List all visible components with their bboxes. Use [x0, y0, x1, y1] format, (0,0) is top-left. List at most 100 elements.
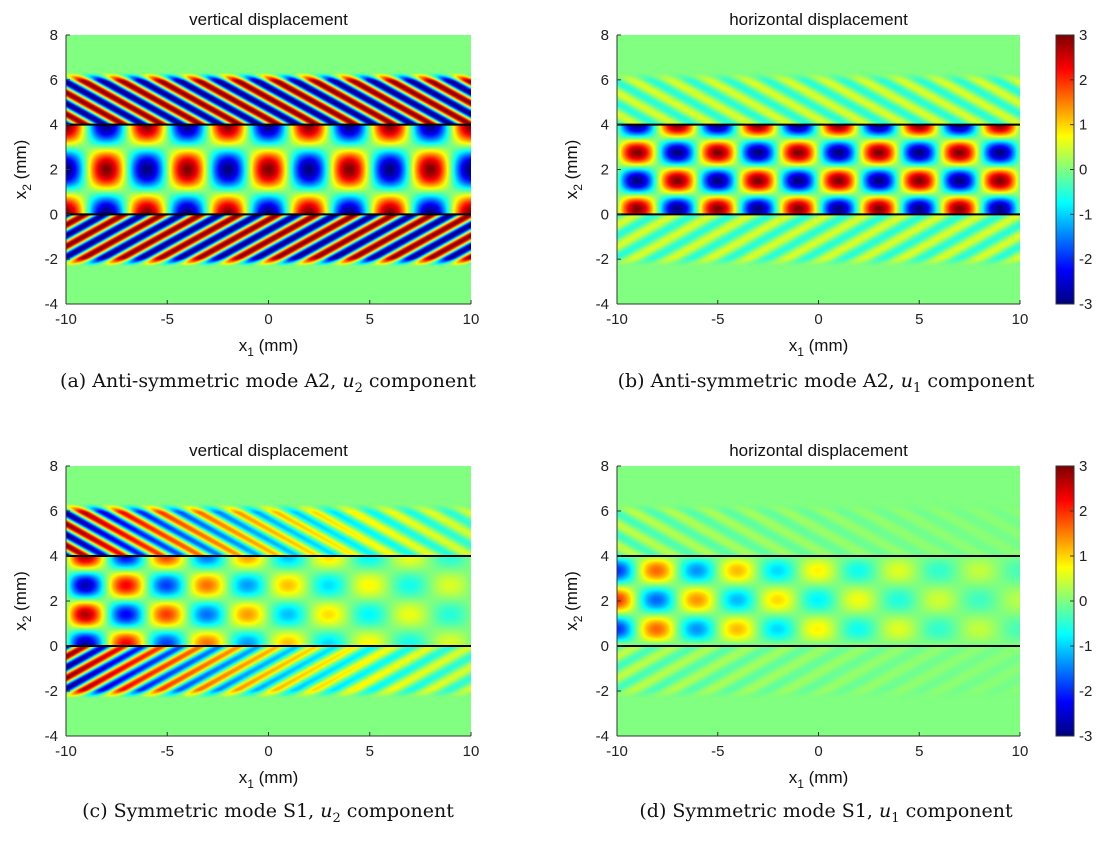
y-axis-label-c: x2 (mm) [11, 571, 34, 631]
y-tick-label-c-1: -2 [45, 683, 58, 700]
x-axis-label-a: x1 (mm) [239, 336, 299, 359]
caption-sub-c: 2 [332, 810, 341, 826]
y-tick-label-b-4: 4 [601, 117, 609, 134]
y-tick-label-d-1: -2 [596, 683, 609, 700]
caption-c: (c) Symmetric mode S1, u2 component [82, 800, 454, 826]
colorbar-tick-label-d-6: 3 [1079, 458, 1087, 475]
colorbar-tick-label-b-1: -2 [1079, 251, 1092, 268]
caption-var-b: u [900, 370, 914, 392]
title-b: horizontal displacement [729, 10, 908, 29]
y-tick-label-c-2: 0 [50, 638, 58, 655]
x-axis-label-c-unit: (mm) [254, 768, 298, 787]
y-axis-label-a-subscript: 2 [20, 184, 34, 191]
y-tick-label-c-4: 4 [50, 548, 58, 565]
caption-sub-a: 2 [354, 380, 363, 396]
x-tick-label-b-2: 0 [814, 311, 822, 328]
y-tick-label-b-2: 0 [601, 206, 609, 223]
title-a: vertical displacement [189, 10, 348, 29]
y-tick-label-a-2: 0 [50, 206, 58, 223]
y-axis-label-b: x2 (mm) [562, 140, 585, 200]
caption-var-c: u [320, 800, 333, 822]
colorbar-tick-label-d-5: 2 [1079, 503, 1087, 520]
y-tick-label-d-5: 6 [601, 503, 609, 520]
x-axis-label-d-symbol: x [789, 768, 798, 787]
y-tick-label-b-6: 8 [601, 27, 609, 44]
y-tick-label-a-1: -2 [45, 251, 58, 268]
y-tick-label-d-3: 2 [601, 593, 609, 610]
x-axis-label-d-unit: (mm) [804, 768, 848, 787]
colorbar-tick-label-b-6: 3 [1079, 27, 1087, 44]
y-tick-label-a-5: 6 [50, 72, 58, 89]
y-tick-label-a-4: 4 [50, 117, 58, 134]
x-tick-label-b-4: 10 [1012, 311, 1029, 328]
y-axis-label-c-symbol: x [11, 622, 30, 631]
y-tick-label-a-6: 8 [50, 27, 58, 44]
caption-suffix-a: component [362, 370, 476, 392]
x-tick-label-a-2: 0 [264, 311, 272, 328]
y-axis-label-d-unit: (mm) [562, 571, 581, 615]
x-axis-label-a-subscript: 1 [247, 345, 254, 359]
x-axis-label-d: x1 (mm) [789, 768, 849, 791]
y-tick-label-b-5: 6 [601, 72, 609, 89]
x-tick-label-a-3: 5 [366, 311, 374, 328]
x-tick-label-c-0: -10 [55, 743, 77, 760]
y-tick-label-b-3: 2 [601, 162, 609, 179]
caption-suffix-b: component [921, 370, 1035, 392]
x-tick-label-c-3: 5 [366, 743, 374, 760]
y-axis-label-b-subscript: 2 [571, 184, 585, 191]
y-axis-label-a: x2 (mm) [11, 140, 34, 200]
x-axis-label-a-unit: (mm) [254, 336, 298, 355]
colorbar-tick-label-b-5: 2 [1079, 72, 1087, 89]
caption-suffix-d: component [899, 800, 1013, 822]
x-tick-label-c-1: -5 [161, 743, 174, 760]
y-tick-label-c-5: 6 [50, 503, 58, 520]
y-tick-label-d-2: 0 [601, 638, 609, 655]
caption-prefix-b: (b) Anti-symmetric mode A2, [617, 370, 901, 392]
y-axis-label-d-subscript: 2 [571, 615, 585, 622]
x-tick-label-d-2: 0 [814, 743, 822, 760]
x-axis-label-b: x1 (mm) [789, 336, 849, 359]
x-axis-label-a-symbol: x [239, 336, 248, 355]
y-tick-label-a-3: 2 [50, 162, 58, 179]
colorbar-tick-label-b-4: 1 [1079, 117, 1087, 134]
y-axis-label-b-unit: (mm) [562, 140, 581, 184]
x-axis-label-c-symbol: x [239, 768, 248, 787]
caption-b: (b) Anti-symmetric mode A2, u1 component [618, 370, 1035, 396]
colorbar-tick-label-d-3: 0 [1079, 593, 1087, 610]
x-tick-label-c-2: 0 [264, 743, 272, 760]
panel-d: horizontal displacement-10 -5 0 5 10-4-20246… [562, 441, 1092, 791]
y-tick-label-c-6: 8 [50, 458, 58, 475]
x-tick-label-d-0: -10 [606, 743, 628, 760]
title-d: horizontal displacement [729, 441, 908, 460]
y-axis-label-c-unit: (mm) [11, 571, 30, 615]
x-tick-label-d-3: 5 [915, 743, 923, 760]
y-axis-label-b-symbol: x [562, 190, 581, 199]
x-axis-label-c: x1 (mm) [239, 768, 299, 791]
colorbar-tick-label-d-4: 1 [1079, 548, 1087, 565]
panel-a: vertical displacement -10 -5 0 5 10 -4 -2 0 2 4 6 8 x… [11, 10, 479, 359]
y-tick-label-b-1: -2 [596, 251, 609, 268]
x-axis-label-b-unit: (mm) [804, 336, 848, 355]
colorbar-tick-label-b-0: -3 [1079, 296, 1092, 313]
x-tick-label-b-0: -10 [606, 311, 628, 328]
colorbar-tick-label-d-0: -3 [1079, 728, 1092, 745]
y-tick-label-d-0: -4 [596, 728, 609, 745]
colorbar-tick-label-d-2: -1 [1079, 638, 1092, 655]
y-axis-label-c-subscript: 2 [20, 615, 34, 622]
caption-prefix-a: (a) Anti-symmetric mode A2, [60, 370, 343, 392]
caption-suffix-c: component [340, 800, 454, 822]
y-tick-label-c-0: -4 [45, 728, 58, 745]
x-axis-label-b-symbol: x [789, 336, 798, 355]
panel-c: vertical displacement -10 -5 0 5 10 -4 -2 0 2 4 6 8 x… [11, 441, 479, 791]
caption-prefix-d: (d) Symmetric mode S1, [639, 800, 879, 822]
y-tick-label-b-0: -4 [596, 296, 609, 313]
heatmap-b [617, 35, 1020, 304]
y-axis-label-d-symbol: x [562, 622, 581, 631]
y-axis-label-a-symbol: x [11, 190, 30, 199]
y-axis-label-d: x2 (mm) [562, 571, 585, 631]
x-tick-label-b-1: -5 [711, 311, 724, 328]
heatmap-a [66, 35, 471, 304]
heatmap-d [617, 466, 1020, 736]
x-tick-label-d-1: -5 [711, 743, 724, 760]
